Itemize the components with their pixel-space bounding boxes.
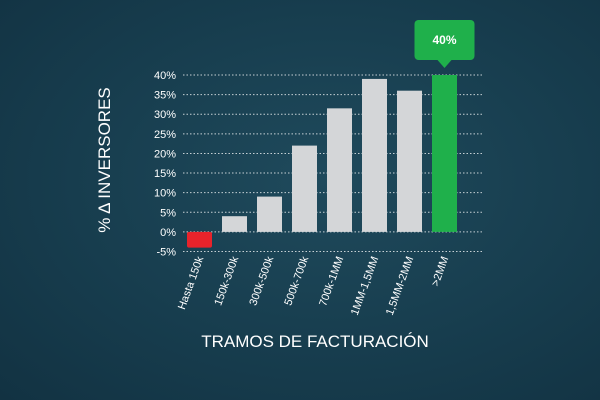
y-tick-label: 10% [154,188,176,200]
x-axis-ticks: Hasta 150k 150k-300k 300k-500k 500k-700k 700… [176,254,451,317]
bar-2 [257,196,282,232]
x-tick-label: 1,5MM-2MM [384,255,416,317]
y-axis-ticks: -5% 0% 5% 10% 15% 20% 25% 30% 35% 40% [154,70,176,259]
callout-label: 40% [432,33,456,47]
x-tick-label: 150k-300k [212,254,241,307]
bar-7 [432,75,457,232]
y-tick-label: 15% [154,168,176,180]
callout-pointer [437,60,452,68]
bar-1 [222,216,247,232]
x-tick-label: 300k-500k [247,254,276,307]
y-tick-label: 35% [154,90,176,102]
x-axis-label: TRAMOS DE FACTURACIÓN [201,332,429,351]
y-tick-label: 0% [160,227,176,239]
x-tick-label: >2MM [429,255,451,288]
highlight-callout [414,20,475,60]
x-tick-label: 700k-1MM [317,255,346,308]
x-tick-label: 500k-700k [282,254,311,307]
y-axis-label: % Δ INVERSORES [95,87,114,233]
bars [187,75,457,248]
bar-5 [362,78,387,232]
bar-4 [327,108,352,232]
x-tick-label: Hasta 150k [176,254,206,311]
y-tick-label: 25% [154,129,176,141]
bar-0 [187,231,212,248]
highlight-callout-group: 40% [414,20,475,68]
bar-6 [397,90,422,232]
y-tick-label: 30% [154,109,176,121]
y-tick-label: -5% [156,247,176,259]
bar-3 [292,145,317,232]
x-tick-label: 1MM-1,5MM [349,255,381,317]
y-tick-label: 20% [154,148,176,160]
y-tick-label: 40% [154,70,176,82]
y-tick-label: 5% [160,207,176,219]
